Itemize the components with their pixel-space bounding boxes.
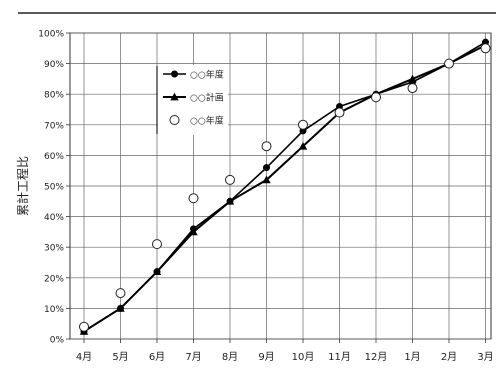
y-tick-label: 90% [44, 60, 64, 70]
x-tick-label: 6月 [149, 351, 165, 363]
series-2-point [152, 267, 162, 276]
series-3-point [79, 321, 89, 332]
series-2-point [189, 227, 198, 236]
series-3-point [298, 119, 308, 130]
x-tick-label: 8月 [222, 351, 238, 363]
y-tick-label: 10% [44, 305, 64, 315]
series-2-point [116, 304, 125, 312]
series-1 [80, 38, 489, 335]
x-tick-label: 12月 [365, 351, 388, 363]
series-3-point [152, 239, 162, 250]
series-2 [79, 41, 490, 335]
x-tick-label: 5月 [112, 351, 128, 363]
legend-label: ○○年度 [190, 69, 224, 81]
x-tick-label: 3月 [477, 351, 493, 363]
x-tick-label: 1月 [404, 351, 420, 363]
y-tick-label: 70% [44, 121, 64, 131]
legend-swatch-marker [171, 70, 178, 78]
y-tick-label: 0% [50, 336, 65, 346]
series-layer [79, 38, 491, 335]
legend-swatch-marker [170, 92, 179, 101]
series-3-point [334, 107, 345, 118]
series-3-point [480, 43, 491, 54]
series-1-point [263, 164, 270, 172]
series-2-line [83, 44, 486, 333]
x-tick-label: 7月 [185, 351, 201, 363]
y-tick-label: 100% [38, 30, 64, 40]
series-2-point [408, 74, 417, 83]
series-2-point [298, 142, 308, 150]
x-tick-label: 2月 [441, 351, 457, 363]
series-3-point [407, 83, 418, 94]
series-3 [79, 43, 491, 332]
series-3-point [444, 58, 454, 69]
x-tick-label: 10月 [292, 351, 315, 363]
x-tick-label: 9月 [258, 351, 274, 363]
y-tick-label: 60% [44, 152, 64, 162]
x-tick-labels: 4月 5月 6月 7月 8月 9月 10月 11月 12月 1月 2月 3月 [76, 351, 494, 363]
y-tick-label: 30% [44, 244, 64, 254]
legend: ○○年度 ○○計画 ○○年度 [156, 65, 228, 135]
series-2-point [225, 197, 235, 205]
y-tick-label: 80% [44, 91, 64, 101]
series-3-point [371, 92, 381, 103]
legend-label: ○○年度 [190, 115, 224, 127]
series-2-point [262, 175, 271, 184]
y-tick-labels: 0% 10% 20% 30% 40% 50% 60% 70% 80% 90% 100% [38, 30, 64, 346]
y-tick-label: 50% [44, 183, 64, 193]
y-tick-label: 40% [44, 213, 64, 223]
legend-label: ○○計画 [190, 92, 224, 104]
x-tick-label: 4月 [76, 351, 92, 363]
x-tick-label: 11月 [328, 351, 351, 363]
legend-box [158, 65, 228, 135]
series-3-point [115, 288, 126, 299]
series-3-point [261, 141, 272, 152]
legend-swatch-marker [169, 115, 180, 125]
y-axis-label: 累計工程比 [15, 156, 30, 216]
series-3-point [188, 193, 199, 204]
y-tick-label: 20% [44, 274, 64, 284]
grid-layer [66, 32, 491, 343]
series-1-line [83, 41, 486, 333]
series-3-point [225, 174, 235, 185]
